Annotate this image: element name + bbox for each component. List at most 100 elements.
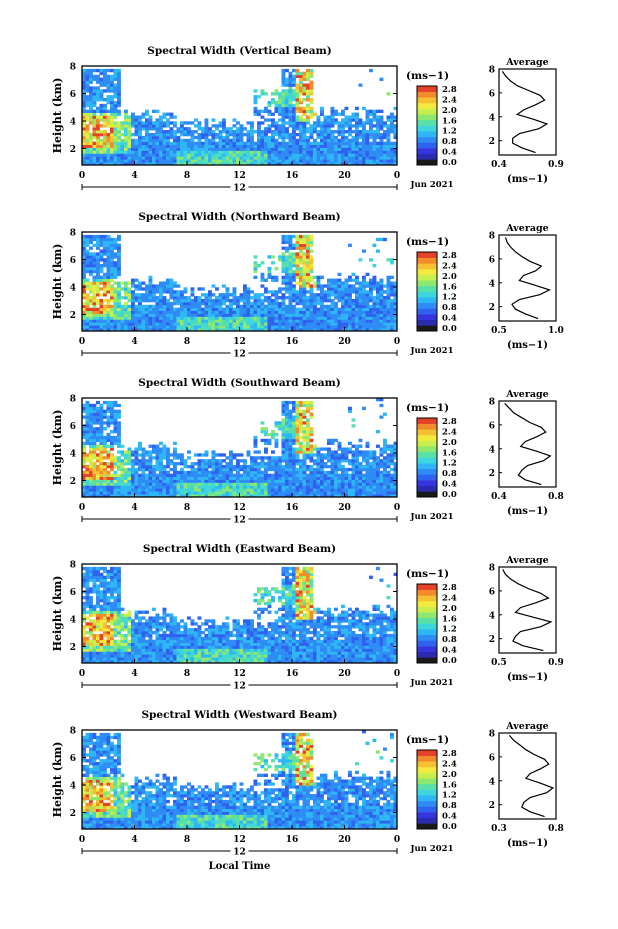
heatmap-cell [299, 485, 303, 489]
heatmap-cell [299, 409, 303, 413]
heatmap-cell [190, 135, 195, 140]
heatmap-cell [187, 322, 191, 326]
heatmap-cell [358, 482, 363, 486]
heatmap-cell [120, 304, 125, 309]
heatmap-cell [215, 298, 219, 303]
heatmap-cell [110, 322, 114, 326]
heatmap-cell [96, 109, 100, 113]
heatmap-cell [295, 272, 300, 277]
heatmap-cell [281, 456, 286, 460]
heatmap-cell [316, 467, 321, 472]
heatmap-cell [99, 418, 104, 422]
heatmap-cell [306, 284, 310, 288]
heatmap-cell [99, 130, 104, 134]
heatmap-cell [187, 482, 191, 486]
heatmap-cell [313, 112, 317, 116]
heatmap-cell [96, 150, 100, 154]
heatmap-cell [260, 488, 265, 492]
heatmap-cell [341, 482, 345, 486]
heatmap-cell [169, 319, 174, 323]
heatmap-cell [222, 156, 226, 160]
heatmap-cell [106, 141, 111, 146]
heatmap-cell [117, 435, 121, 440]
heatmap-cell [257, 313, 261, 317]
heatmap-cell [281, 424, 286, 428]
heatmap-cell [138, 124, 142, 128]
colorbar-swatch [417, 263, 437, 270]
heatmap-cell [141, 450, 146, 454]
heatmap-cell [341, 287, 345, 291]
heatmap-cell [253, 159, 258, 163]
heatmap-cell [288, 138, 293, 143]
heatmap-cell [274, 464, 279, 469]
heatmap-cell [267, 473, 272, 478]
heatmap-cell [341, 293, 345, 297]
heatmap-cell [103, 124, 107, 128]
heatmap-cell [355, 313, 359, 317]
heatmap-cell [218, 144, 223, 148]
heatmap-cell [197, 479, 202, 483]
heatmap-cell [292, 470, 296, 475]
profile-y-tick-label: 2 [489, 303, 495, 313]
heatmap-cell [306, 432, 310, 437]
heatmap-cell [239, 141, 244, 146]
heatmap-cell [264, 130, 268, 134]
heatmap-cell [204, 153, 209, 157]
heatmap-cell [173, 447, 177, 451]
heatmap-cell [117, 156, 121, 160]
heatmap-cell [250, 473, 254, 478]
heatmap-cell [288, 118, 293, 122]
heatmap-cell [351, 325, 356, 329]
heatmap-cell [141, 150, 146, 154]
heatmap-cell [117, 482, 121, 486]
heatmap-cell [131, 112, 135, 116]
heatmap-cell [386, 284, 391, 288]
heatmap-cell [92, 328, 97, 332]
heatmap-cell [222, 307, 226, 312]
heatmap-cell [302, 144, 307, 148]
heatmap-cell [159, 319, 163, 323]
heatmap-cell [96, 269, 100, 274]
heatmap-cell [117, 246, 121, 250]
heatmap-cell [355, 278, 359, 282]
heatmap-cell [211, 304, 216, 309]
heatmap-cell [379, 132, 384, 137]
heatmap-cell [246, 473, 251, 478]
heatmap-cell [89, 310, 93, 314]
heatmap-cell [222, 316, 226, 320]
heatmap-cell [369, 258, 373, 262]
heatmap-cell [152, 121, 156, 125]
heatmap-cell [281, 234, 286, 239]
heatmap-cell [103, 275, 107, 279]
heatmap-cell [194, 322, 198, 326]
heatmap-cell [358, 130, 363, 134]
heatmap-cell [99, 118, 104, 122]
heatmap-cell [89, 328, 93, 332]
heatmap-cell [295, 264, 300, 268]
heatmap-cell [169, 278, 174, 282]
heatmap-cell [365, 272, 370, 277]
heatmap-cell [204, 162, 209, 166]
heatmap-cell [383, 322, 387, 326]
heatmap-cell [106, 86, 111, 90]
heatmap-cell [288, 447, 293, 451]
heatmap-cell [264, 162, 268, 166]
heatmap-cell [176, 473, 181, 478]
panel-title: Spectral Width (Northward Beam) [138, 211, 340, 223]
heatmap-cell [232, 456, 237, 460]
heatmap-cell [306, 159, 310, 163]
heatmap-cell [253, 473, 258, 478]
heatmap-cell [274, 266, 279, 271]
heatmap-cell [141, 115, 146, 119]
heatmap-cell [96, 243, 100, 247]
heatmap-cell [372, 124, 377, 128]
heatmap-cell [323, 494, 328, 498]
heatmap-cell [232, 141, 237, 146]
heatmap-cell [201, 301, 205, 306]
heatmap-cell [250, 319, 254, 323]
heatmap-cell [306, 92, 310, 96]
heatmap-cell [120, 316, 125, 320]
heatmap-cell [169, 482, 174, 486]
heatmap-cell [292, 98, 296, 102]
heatmap-cell [117, 144, 121, 148]
